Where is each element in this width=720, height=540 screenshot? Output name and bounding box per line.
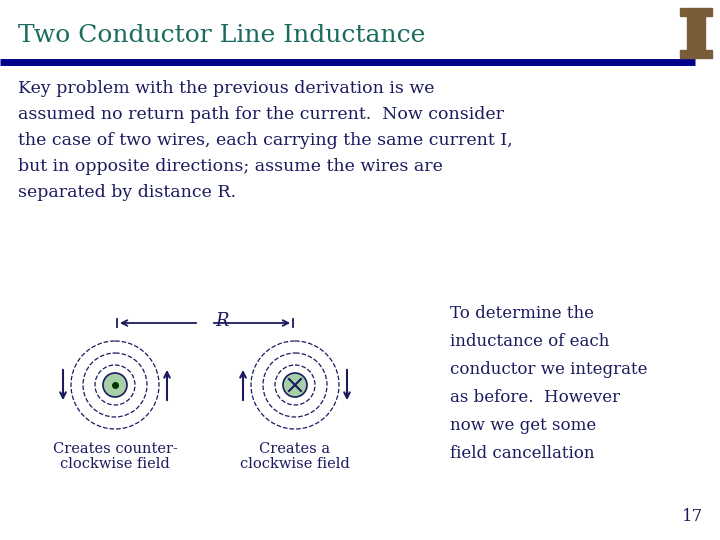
Text: 17: 17 xyxy=(682,508,703,525)
Text: Key problem with the previous derivation is we: Key problem with the previous derivation… xyxy=(18,80,434,97)
Text: clockwise field: clockwise field xyxy=(240,457,350,471)
Text: conductor we integrate: conductor we integrate xyxy=(450,361,647,378)
Text: clockwise field: clockwise field xyxy=(60,457,170,471)
Bar xyxy=(687,15,705,50)
Text: field cancellation: field cancellation xyxy=(450,445,595,462)
Text: the case of two wires, each carrying the same current I,: the case of two wires, each carrying the… xyxy=(18,132,513,149)
Text: Creates a: Creates a xyxy=(259,442,330,456)
Text: assumed no return path for the current.  Now consider: assumed no return path for the current. … xyxy=(18,106,504,123)
Text: Creates counter-: Creates counter- xyxy=(53,442,177,456)
Text: but in opposite directions; assume the wires are: but in opposite directions; assume the w… xyxy=(18,158,443,175)
Text: R: R xyxy=(215,312,228,330)
Text: now we get some: now we get some xyxy=(450,417,596,434)
Text: separated by distance R.: separated by distance R. xyxy=(18,184,236,201)
Text: inductance of each: inductance of each xyxy=(450,333,609,350)
Bar xyxy=(680,8,712,16)
Text: Two Conductor Line Inductance: Two Conductor Line Inductance xyxy=(18,24,426,46)
Bar xyxy=(680,50,712,58)
Circle shape xyxy=(283,373,307,397)
Text: To determine the: To determine the xyxy=(450,305,594,322)
Text: as before.  However: as before. However xyxy=(450,389,620,406)
Circle shape xyxy=(103,373,127,397)
